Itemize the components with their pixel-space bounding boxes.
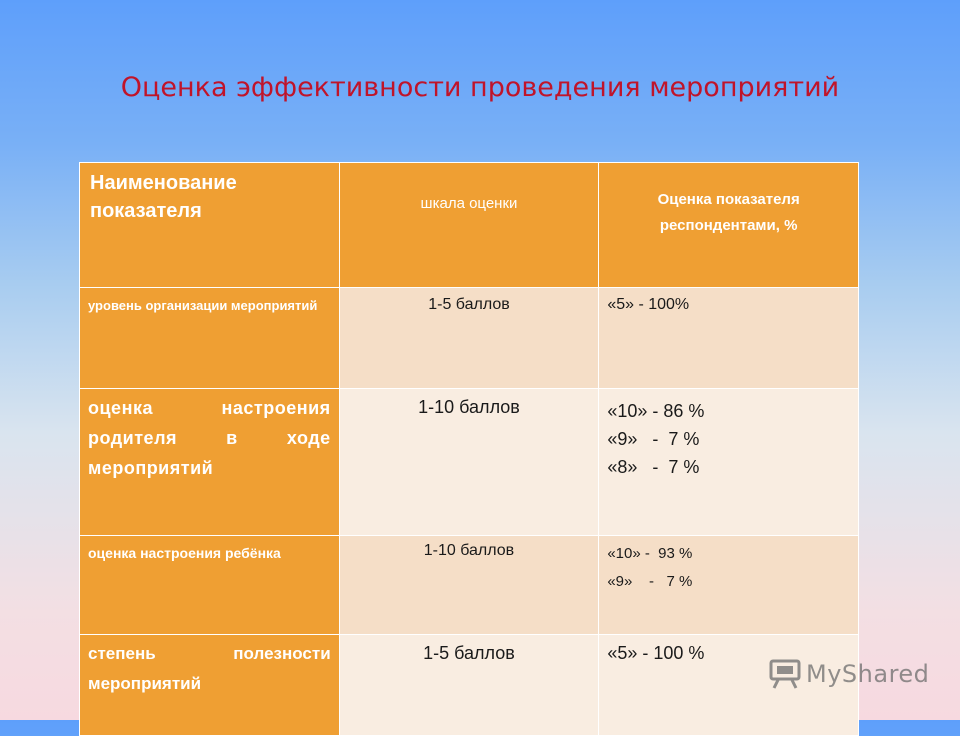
score-line: «5» - 100 % [607,643,705,663]
table-row: оценка настроения ребёнка 1-10 баллов «1… [79,535,859,635]
indicator-cell: уровень организации мероприятий [79,287,340,389]
header-respondent-score: Оценка показателя респондентами, % [598,162,859,288]
score-line: «5» - 100% [607,296,690,313]
table-row: оценка настроения родителя в ходе меропр… [79,388,859,536]
projector-icon [769,659,801,689]
watermark-text: MyShared [806,660,930,688]
score-line: «10» - 93 % [607,545,693,562]
indicator-cell: оценка настроения ребёнка [79,535,340,635]
score-line: «10» - 86 % [607,401,705,421]
scale-cell: 1-10 баллов [338,388,600,536]
header-indicator: Наименование показателя [79,162,340,288]
score-cell: «5» - 100% [598,287,859,389]
score-line: «8» - 7 % [607,457,700,477]
evaluation-table: Наименование показателя шкала оценки Оце… [79,162,859,736]
indicator-cell: степень полезности мероприятий [79,634,340,736]
header-scale: шкала оценки [338,162,600,288]
scale-cell: 1-5 баллов [338,634,600,736]
table-header-row: Наименование показателя шкала оценки Оце… [79,162,859,288]
score-cell: «5» - 100 % [598,634,859,736]
watermark[interactable]: MyShared [768,656,929,692]
slide-title: Оценка эффективности проведения мероприя… [120,72,840,103]
score-cell: «10» - 86 % «9» - 7 % «8» - 7 % [598,388,859,536]
score-line: «9» - 7 % [607,573,693,590]
scale-cell: 1-5 баллов [338,287,600,389]
table-row: степень полезности мероприятий 1-5 балло… [79,634,859,736]
score-line: «9» - 7 % [607,429,700,449]
scale-cell: 1-10 баллов [338,535,600,635]
indicator-cell: оценка настроения родителя в ходе меропр… [79,388,340,536]
score-cell: «10» - 93 % «9» - 7 % [598,535,859,635]
table-row: уровень организации мероприятий 1-5 балл… [79,287,859,389]
